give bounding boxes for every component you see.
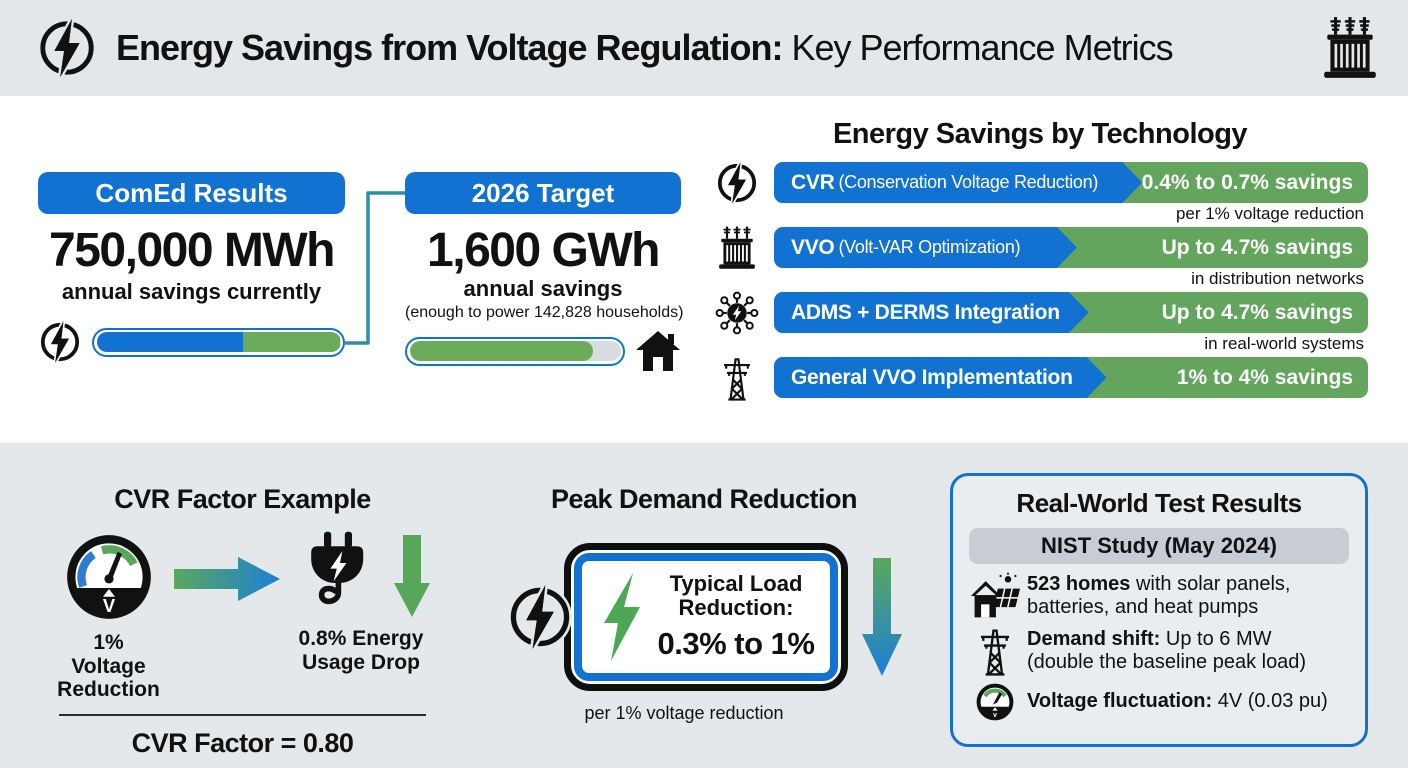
tech-row-cvr: CVR (Conservation Voltage Reduction) 0.4%…	[712, 161, 1368, 205]
peak-caption: per 1% voltage reduction	[584, 703, 784, 723]
top-section: ComEd Results 750,000 MWh annual savings…	[0, 96, 1408, 443]
house-solar-icon	[969, 572, 1021, 620]
nist-item-voltage: v Voltage fluctuation: 4V (0.03 pu)	[969, 682, 1349, 722]
transformer-icon	[712, 225, 762, 271]
tech-bar-general-vvo: General VVO Implementation 1% to 4% savi…	[774, 357, 1368, 398]
load-reduction-box: Typical Load Reduction: 0.3% to 1%	[563, 543, 849, 691]
network-icon	[712, 291, 762, 335]
bolt-circle-icon	[712, 161, 762, 205]
comed-results-block: ComEd Results 750,000 MWh annual savings…	[38, 172, 345, 365]
page-title: Energy Savings from Voltage Regulation: …	[116, 27, 1174, 68]
plug-icon	[292, 531, 388, 619]
bolt-circle-icon	[506, 583, 574, 651]
tech-value-cvr: 0.4% to 0.7% savings	[1141, 170, 1353, 194]
tech-caption-vvo: in distribution networks	[1191, 269, 1364, 288]
load-reduction-line2: Reduction:	[678, 595, 794, 620]
cvr-factor-result: CVR Factor = 0.80	[131, 727, 354, 758]
bolt-circle-icon	[36, 17, 98, 79]
transformer-icon	[1320, 15, 1380, 81]
comed-progress-green	[242, 332, 341, 352]
peak-demand-panel: Peak Demand Reduction	[488, 484, 920, 724]
tech-row-adms: ADMS + DERMS Integration Up to 4.7% savi…	[712, 291, 1368, 335]
tech-value-adms: Up to 4.7% savings	[1161, 300, 1353, 324]
target-2026-block: 2026 Target 1,600 GWh annual savings (en…	[405, 172, 684, 372]
target-progress-bar	[405, 336, 625, 366]
load-reduction-value: 0.3% to 1%	[657, 626, 815, 662]
down-arrow-icon	[394, 535, 430, 617]
voltmeter-gauge-icon: V	[63, 531, 155, 623]
right-arrow-icon	[174, 557, 280, 601]
tech-bar-vvo: VVO (Volt-VAR Optimization) Up to 4.7% sa…	[774, 227, 1368, 268]
header: Energy Savings from Voltage Regulation: …	[0, 0, 1408, 96]
tower-icon	[712, 355, 762, 401]
real-world-results-panel: Real-World Test Results NIST Study (May …	[950, 473, 1368, 747]
target-subcaption: (enough to power 142,828 households)	[405, 304, 684, 321]
svg-text:v: v	[993, 710, 997, 719]
peak-demand-heading: Peak Demand Reduction	[550, 484, 858, 514]
cvr-example-heading: CVR Factor Example	[114, 484, 371, 514]
svg-text:V: V	[102, 595, 115, 616]
tech-bar-cvr: CVR (Conservation Voltage Reduction) 0.4%…	[774, 162, 1368, 203]
tech-row-vvo: VVO (Volt-VAR Optimization) Up to 4.7% sa…	[712, 225, 1368, 271]
cvr-output-label: 0.8% Energy Usage Drop	[298, 627, 424, 674]
target-2026-button[interactable]: 2026 Target	[405, 172, 681, 214]
bolt-circle-icon	[38, 319, 82, 365]
cvr-example-panel: CVR Factor Example V 1% Vo	[55, 484, 430, 759]
technology-heading: Energy Savings by Technology	[832, 118, 1248, 150]
tech-value-vvo: Up to 4.7% savings	[1161, 235, 1353, 259]
comed-progress-blue	[96, 332, 243, 352]
green-bolt-icon	[598, 571, 646, 663]
nist-study-badge: NIST Study (May 2024)	[969, 528, 1349, 564]
tech-bar-adms: ADMS + DERMS Integration Up to 4.7% savi…	[774, 292, 1368, 333]
tech-caption-cvr: per 1% voltage reduction	[1175, 204, 1364, 223]
divider	[59, 713, 426, 716]
target-value: 1,600 GWh	[427, 224, 660, 277]
nist-item-demand: Demand shift: Up to 6 MW (double the bas…	[969, 626, 1349, 676]
house-icon	[635, 330, 681, 372]
connector-line	[344, 191, 406, 345]
comed-progress-bar	[92, 327, 345, 357]
tech-value-general-vvo: 1% to 4% savings	[1176, 365, 1353, 389]
target-caption: annual savings	[463, 276, 623, 301]
real-world-heading: Real-World Test Results	[1016, 488, 1302, 518]
target-progress-green	[409, 341, 594, 361]
nist-item-homes: 523 homes with solar panels, batteries, …	[969, 572, 1349, 620]
tech-caption-adms: in real-world systems	[1204, 334, 1364, 353]
technology-section: Energy Savings by Technology CVR (Conserv…	[712, 118, 1368, 401]
gauge-icon: v	[969, 682, 1021, 722]
comed-value: 750,000 MWh	[49, 224, 335, 277]
cvr-input-label: 1% Voltage Reduction	[57, 631, 160, 702]
load-reduction-line1: Typical Load	[669, 570, 803, 596]
tower-icon	[969, 626, 1021, 676]
tech-row-general-vvo: General VVO Implementation 1% to 4% savi…	[712, 355, 1368, 401]
comed-results-button[interactable]: ComEd Results	[38, 172, 345, 214]
comed-caption: annual savings currently	[61, 279, 322, 304]
down-arrow-icon	[862, 558, 903, 676]
bottom-section: CVR Factor Example V 1% Vo	[0, 443, 1408, 768]
